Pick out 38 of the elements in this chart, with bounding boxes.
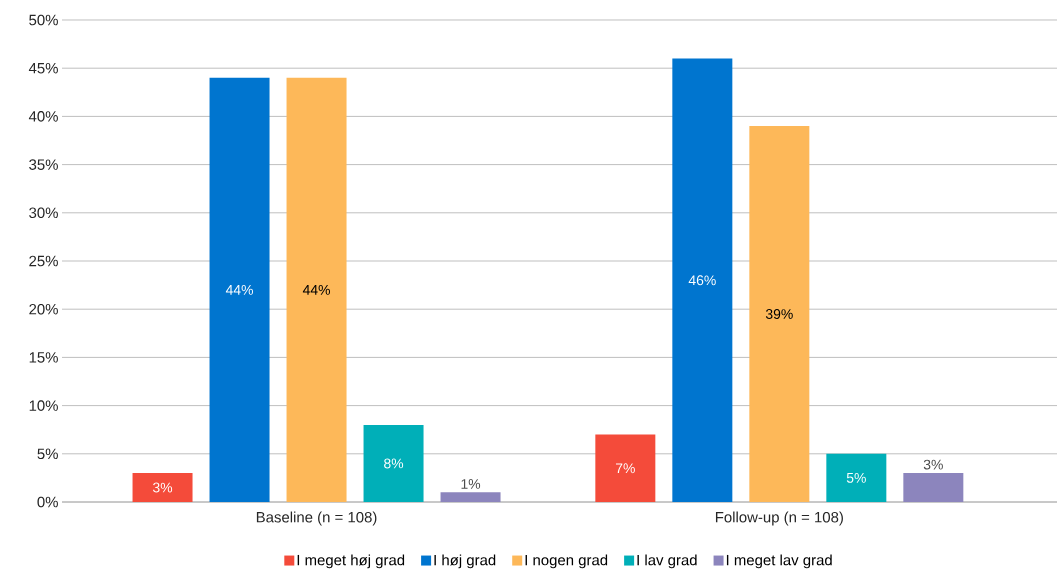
data-label: 3% bbox=[923, 459, 943, 470]
y-tick-label: 50% bbox=[29, 14, 58, 26]
bar bbox=[209, 77, 270, 502]
legend-label: I meget høj grad bbox=[297, 554, 405, 569]
data-label: 39% bbox=[765, 309, 793, 319]
legend-label: I meget lav grad bbox=[726, 554, 832, 569]
bar bbox=[595, 434, 656, 502]
bar bbox=[749, 126, 810, 502]
data-label: 8% bbox=[384, 458, 404, 469]
legend-label: I nogen grad bbox=[525, 554, 608, 569]
y-tick-label: 10% bbox=[29, 400, 58, 411]
bar bbox=[672, 58, 733, 502]
bar bbox=[286, 77, 347, 502]
bar bbox=[826, 453, 887, 502]
y-tick-label: 35% bbox=[29, 159, 58, 170]
data-label: 46% bbox=[688, 275, 716, 286]
legend-label: I høj grad bbox=[434, 554, 496, 569]
data-label: 5% bbox=[846, 472, 866, 483]
bar bbox=[903, 473, 964, 502]
y-tick-label: 30% bbox=[29, 207, 58, 219]
data-label: 44% bbox=[225, 285, 253, 295]
bar bbox=[440, 492, 501, 502]
data-label: 1% bbox=[461, 479, 481, 489]
data-label: 44% bbox=[302, 285, 330, 295]
y-tick-label: 20% bbox=[29, 303, 58, 315]
bar bbox=[363, 424, 424, 502]
data-label: 3% bbox=[152, 482, 173, 493]
x-tick-label: Follow-up (n = 108) bbox=[715, 511, 843, 526]
y-tick-label: 5% bbox=[37, 448, 58, 460]
x-tick-label: Baseline (n = 108) bbox=[256, 511, 377, 526]
y-tick-label: 0% bbox=[37, 496, 58, 508]
y-tick-label: 45% bbox=[28, 62, 58, 74]
y-tick-label: 40% bbox=[28, 111, 58, 122]
bar bbox=[132, 473, 193, 502]
y-tick-label: 25% bbox=[29, 255, 58, 267]
data-label: 7% bbox=[615, 463, 635, 474]
y-tick-label: 15% bbox=[29, 352, 58, 363]
legend-label: I lav grad bbox=[637, 554, 697, 569]
